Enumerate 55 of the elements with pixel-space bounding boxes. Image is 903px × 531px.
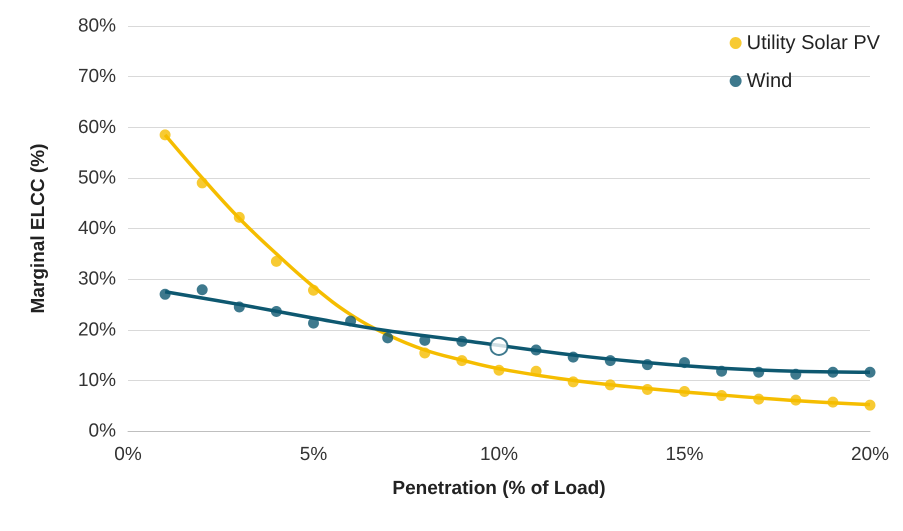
x-tick-label: 10% <box>480 444 518 465</box>
x-tick-label: 5% <box>300 444 328 465</box>
point <box>790 394 802 406</box>
y-tick-label: 30% <box>78 268 116 290</box>
point <box>345 316 356 327</box>
point <box>864 366 876 378</box>
point <box>456 336 468 347</box>
legend-label: Wind <box>746 70 792 92</box>
point <box>494 364 504 376</box>
x-tick-label: 0% <box>114 444 142 465</box>
y-tick-label: 0% <box>88 420 116 442</box>
point <box>642 359 653 370</box>
point <box>419 348 430 359</box>
point <box>196 177 208 188</box>
point <box>679 386 690 398</box>
point <box>827 396 838 408</box>
point <box>308 284 319 296</box>
point <box>160 288 171 300</box>
point <box>530 366 542 377</box>
point <box>382 332 394 344</box>
x-tick-label: 20% <box>850 444 890 465</box>
point <box>308 318 319 329</box>
point <box>716 390 728 402</box>
point <box>234 212 245 223</box>
legend-label: Utility Solar PV <box>746 32 881 54</box>
point <box>568 376 579 388</box>
y-axis-title: Marginal ELCC (%) <box>28 144 49 314</box>
point <box>270 306 282 318</box>
x-axis-title: Penetration (% of Load) <box>392 478 606 499</box>
point <box>790 368 802 380</box>
point <box>456 355 468 366</box>
point <box>234 301 245 312</box>
point <box>160 129 171 140</box>
point <box>827 366 838 378</box>
point <box>753 394 764 405</box>
y-tick-label: 80% <box>78 16 116 36</box>
point <box>490 336 508 356</box>
point <box>568 352 579 363</box>
y-tick-label: 10% <box>78 370 116 391</box>
point <box>196 284 208 296</box>
y-tick-label: 70% <box>78 66 116 88</box>
point <box>642 384 653 395</box>
point <box>604 379 616 390</box>
point <box>530 344 542 356</box>
point <box>270 256 282 267</box>
point <box>753 366 764 378</box>
point <box>864 400 876 411</box>
point <box>679 357 690 368</box>
point <box>716 366 728 377</box>
y-tick-label: 50% <box>78 167 116 188</box>
point <box>604 355 616 366</box>
x-tick-label: 15% <box>665 444 704 465</box>
y-tick-label: 60% <box>78 116 116 138</box>
y-tick-label: 40% <box>78 218 116 239</box>
y-tick-label: 20% <box>78 319 116 340</box>
